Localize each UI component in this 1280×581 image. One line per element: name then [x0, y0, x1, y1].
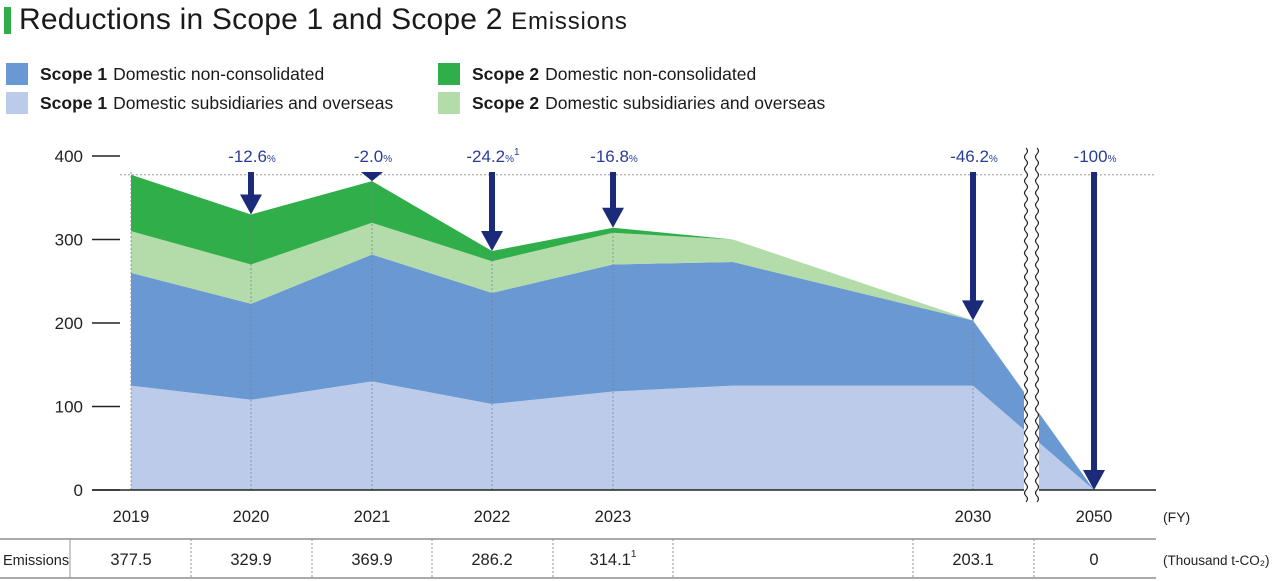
x-tick-label: 2050 — [1076, 508, 1113, 526]
legend-bold: Scope 1 — [40, 92, 108, 113]
y-tick-label: 200 — [55, 314, 83, 333]
axis-break-line — [1034, 147, 1040, 503]
reduction-label: -2.0% — [354, 147, 392, 166]
legend-label: Domestic subsidiaries and overseas — [113, 92, 394, 113]
legend-swatch — [6, 63, 28, 85]
legend-swatch — [6, 92, 28, 114]
legend-item-scope1-subsidiaries: Scope 1 Domestic subsidiaries and overse… — [6, 90, 393, 116]
x-tick-label: 2022 — [474, 508, 511, 526]
x-tick-label: 2020 — [233, 508, 270, 526]
y-tick-label: 400 — [55, 147, 83, 166]
legend-bold: Scope 2 — [472, 92, 540, 113]
legend-swatch — [438, 63, 460, 85]
series-area-0 — [131, 381, 1094, 490]
table-unit: (Thousand t-CO₂) — [1163, 553, 1270, 568]
reduction-label: -16.8% — [590, 147, 638, 166]
axis-break-line — [1023, 147, 1029, 503]
reduction-arrow-head — [602, 207, 624, 228]
y-tick-label: 100 — [55, 398, 83, 417]
x-tick-label: 2023 — [595, 508, 632, 526]
legend-label: Domestic subsidiaries and overseas — [545, 92, 826, 113]
title-main: Reductions in Scope 1 and Scope 2 — [19, 3, 503, 36]
title-accent-bar — [4, 6, 11, 34]
axis-break-gap — [1024, 145, 1039, 505]
reduction-label: -12.6% — [228, 147, 276, 166]
legend-swatch — [438, 92, 460, 114]
legend-item-scope1-nonconsolidated: Scope 1 Domestic non-consolidated — [6, 61, 324, 87]
reduction-label: -24.2%1 — [466, 147, 520, 166]
y-tick-label: 0 — [74, 481, 83, 500]
title-suffix: Emissions — [511, 8, 628, 35]
legend-item-scope2-subsidiaries: Scope 2 Domestic subsidiaries and overse… — [438, 90, 825, 116]
x-tick-label: 2021 — [354, 508, 391, 526]
reduction-arrow-head — [962, 300, 984, 321]
x-tick-label: 2030 — [955, 508, 992, 526]
table-cell: 0 — [1089, 551, 1098, 569]
legend-bold: Scope 2 — [472, 63, 540, 84]
reduction-label: -100% — [1074, 147, 1117, 166]
legend-label: Domestic non-consolidated — [545, 63, 757, 84]
reduction-arrow-head — [240, 194, 262, 215]
series-area-2 — [131, 222, 1094, 491]
legend-item-scope2-nonconsolidated: Scope 2 Domestic non-consolidated — [438, 61, 756, 87]
reduction-arrow-head — [361, 172, 383, 182]
table-cell: 203.1 — [952, 551, 993, 569]
x-axis-unit: (FY) — [1163, 509, 1190, 525]
x-tick-label: 2019 — [113, 508, 150, 526]
chart-title: Reductions in Scope 1 and Scope 2 Emissi… — [4, 0, 628, 40]
legend: Scope 1 Domestic non-consolidated Scope … — [0, 58, 1280, 118]
table-cell: 314.11 — [590, 549, 637, 569]
table-cell: 369.9 — [351, 551, 392, 569]
reduction-label: -46.2% — [950, 147, 998, 166]
y-tick-label: 300 — [55, 231, 83, 250]
legend-bold: Scope 1 — [40, 63, 108, 84]
table-cell: 329.9 — [230, 551, 271, 569]
table-cell: 286.2 — [471, 551, 512, 569]
reduction-arrow-head — [481, 231, 503, 252]
reduction-arrow-head — [1083, 470, 1105, 490]
table-row-label: Emissions — [3, 553, 69, 569]
table-cell: 377.5 — [110, 551, 151, 569]
legend-label: Domestic non-consolidated — [113, 63, 325, 84]
